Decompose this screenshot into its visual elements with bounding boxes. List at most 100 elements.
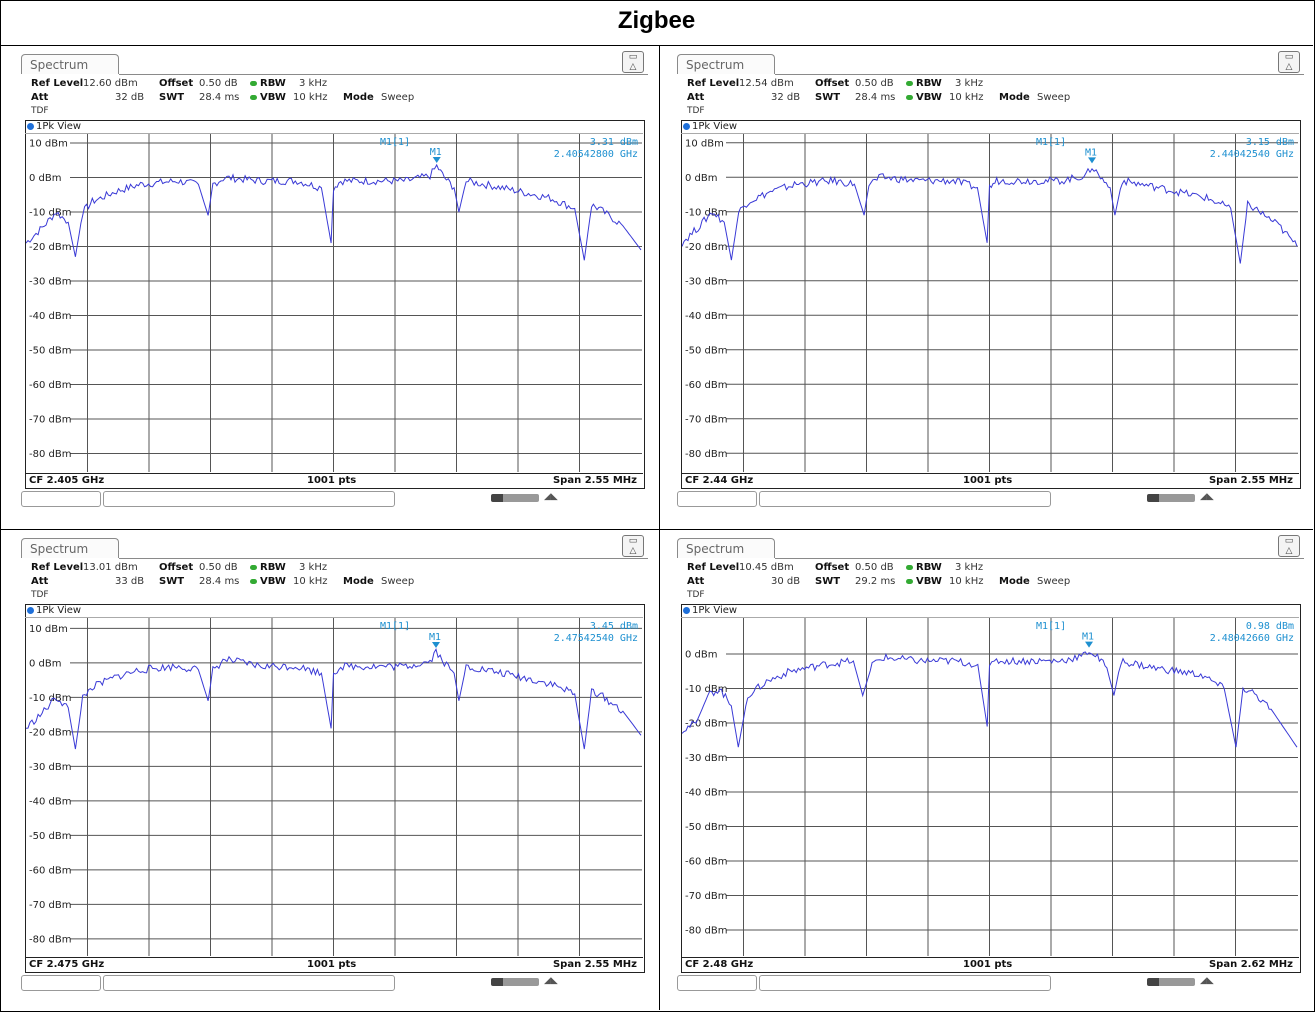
status-field-left — [677, 491, 757, 507]
spectrum-tab[interactable]: Spectrum — [21, 54, 119, 74]
status-field-main — [103, 975, 395, 991]
tdf-label: TDF — [687, 590, 705, 600]
ref-level-value: 13.01 dBm — [83, 562, 138, 573]
rbw-value: 3 kHz — [955, 78, 984, 89]
marker-readout-level: 3.45 dBm — [590, 621, 638, 632]
mode-value: Sweep — [381, 576, 415, 587]
marker-m1-label: M1 — [1085, 147, 1097, 158]
vbw-label: VBW — [916, 92, 942, 103]
att-label: Att — [687, 92, 705, 103]
plot-footer: CF 2.475 GHz 1001 pts Span 2.55 MHz — [25, 957, 643, 972]
coupled-dot-icon — [906, 564, 913, 570]
span: Span 2.55 MHz — [552, 475, 637, 486]
y-tick-label: -20 dBm — [29, 242, 71, 253]
ref-level-value: 12.60 dBm — [83, 78, 138, 89]
spectrum-tab[interactable]: Spectrum — [677, 54, 775, 74]
coupled-dot-icon — [250, 578, 257, 584]
y-tick-label: -50 dBm — [29, 831, 71, 842]
mode-value: Sweep — [1037, 576, 1071, 587]
y-tick-label: -70 dBm — [685, 414, 727, 425]
y-tick-label: -80 dBm — [685, 449, 727, 460]
rbw-value: 3 kHz — [955, 562, 984, 573]
plot-footer: CF 2.44 GHz 1001 pts Span 2.55 MHz — [681, 473, 1299, 488]
y-tick-label: -40 dBm — [29, 796, 71, 807]
trace-dot-icon — [683, 607, 690, 614]
marker-m1-icon — [432, 641, 440, 648]
y-tick-label: 10 dBm — [29, 138, 68, 149]
progress-meter — [491, 494, 539, 502]
span: Span 2.55 MHz — [1208, 475, 1293, 486]
spectrum-tab[interactable]: Spectrum — [21, 538, 119, 558]
marker-readout-level: 3.31 dBm — [590, 137, 638, 148]
battery-icon[interactable]: ▭ △ — [622, 535, 644, 557]
trace-line — [26, 648, 642, 750]
offset-value: 0.50 dB — [199, 78, 238, 89]
vbw-value: 10 kHz — [949, 92, 984, 103]
plot-frame — [25, 604, 645, 973]
y-tick-label: -40 dBm — [685, 311, 727, 322]
ref-level-value: 12.54 dBm — [739, 78, 794, 89]
rbw-label: RBW — [260, 78, 286, 89]
rbw-label: RBW — [260, 562, 286, 573]
page-title: Zigbee — [617, 7, 696, 34]
status-field-main — [103, 491, 395, 507]
tab-underline — [775, 558, 1304, 559]
progress-meter — [1147, 978, 1195, 986]
ref-level-label: Ref Level — [687, 562, 740, 573]
y-tick-label: 0 dBm — [685, 650, 718, 661]
marker-m1-label: M1 — [1082, 632, 1094, 643]
spectrum-plot: 10 dBm 0 dBm -10 dBm -20 dBm -30 dBm -40 dBm -… — [682, 134, 1298, 472]
coupled-dot-icon — [250, 564, 257, 570]
swt-value: 28.4 ms — [855, 92, 896, 103]
marker-m1-label: M1 — [429, 632, 441, 643]
progress-meter — [1147, 494, 1195, 502]
marker-m1-label: M1 — [430, 147, 442, 158]
tab-underline — [119, 74, 648, 75]
ref-level-label: Ref Level — [31, 78, 84, 89]
y-tick-label: -50 dBm — [685, 822, 727, 833]
mode-value: Sweep — [1037, 92, 1071, 103]
view-label: 1Pk View — [25, 604, 643, 618]
center-frequency: CF 2.405 GHz — [29, 475, 105, 486]
plot-frame — [681, 604, 1301, 973]
ref-level-label: Ref Level — [31, 562, 84, 573]
offset-label: Offset — [815, 78, 850, 89]
y-tick-label: -10 dBm — [29, 693, 71, 704]
swt-label: SWT — [815, 92, 841, 103]
y-tick-label: -30 dBm — [685, 276, 727, 287]
y-tick-label: -60 dBm — [685, 857, 727, 868]
y-tick-label: -10 dBm — [685, 684, 727, 695]
y-tick-label: -40 dBm — [29, 311, 71, 322]
center-frequency: CF 2.44 GHz — [685, 475, 754, 486]
marker-readout-level: 0.98 dBm — [1246, 621, 1294, 632]
settings-block: Ref Level 13.01 dBm Offset 0.50 dB RBW 3… — [31, 561, 451, 601]
status-field-left — [21, 975, 101, 991]
status-bar: ◢◣ — [677, 974, 1304, 991]
coupled-dot-icon — [906, 94, 913, 100]
mode-value: Sweep — [381, 92, 415, 103]
offset-value: 0.50 dB — [855, 562, 894, 573]
plot-frame — [25, 120, 645, 489]
sweep-points: 1001 pts — [307, 959, 357, 970]
marker-m1-icon — [1085, 641, 1094, 648]
settings-block: Ref Level 12.54 dBm Offset 0.50 dB RBW 3… — [687, 77, 1107, 117]
y-tick-label: -10 dBm — [29, 207, 71, 218]
status-field-left — [21, 491, 101, 507]
battery-icon[interactable]: ▭ △ — [622, 51, 644, 73]
y-tick-label: 0 dBm — [29, 173, 62, 184]
battery-icon[interactable]: ▭ △ — [1278, 51, 1300, 73]
battery-icon[interactable]: ▭ △ — [1278, 535, 1300, 557]
settings-block: Ref Level 10.45 dBm Offset 0.50 dB RBW 3… — [687, 561, 1107, 601]
vbw-label: VBW — [260, 92, 286, 103]
y-tick-label: -40 dBm — [685, 788, 727, 799]
rbw-label: RBW — [916, 562, 942, 573]
spectrum-panel-4: Spectrum ▭ △ Ref Level 10.45 dBm Offset 0… — [677, 534, 1304, 991]
signal-icon: ◢◣ — [1200, 976, 1214, 986]
marker-readout-name: M1[1] — [380, 137, 410, 148]
coupled-dot-icon — [250, 80, 257, 86]
spectrum-tab[interactable]: Spectrum — [677, 538, 775, 558]
ref-level-value: 10.45 dBm — [739, 562, 794, 573]
swt-label: SWT — [159, 576, 185, 587]
att-value: 33 dB — [115, 576, 145, 587]
y-tick-label: 10 dBm — [29, 624, 68, 635]
